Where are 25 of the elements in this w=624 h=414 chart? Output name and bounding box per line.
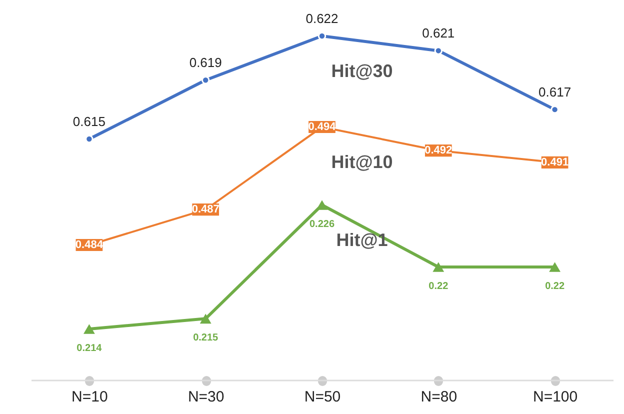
data-label: 0.22 — [545, 281, 565, 292]
series-label: Hit@1 — [336, 230, 388, 250]
series-label: Hit@30 — [331, 61, 393, 81]
x-tick-label: N=50 — [304, 388, 341, 406]
data-label: 0.492 — [424, 144, 452, 157]
x-tick-label: N=100 — [532, 388, 578, 406]
x-tick-label: N=30 — [188, 388, 224, 406]
point — [432, 262, 444, 272]
x-tick-label: N=80 — [420, 388, 458, 406]
data-label: 0.215 — [193, 332, 219, 344]
point — [84, 324, 95, 334]
data-label: 0.214 — [76, 343, 102, 354]
data-label: 0.619 — [189, 55, 222, 70]
point — [549, 262, 560, 272]
data-label: 0.622 — [306, 11, 338, 26]
point — [200, 314, 212, 324]
data-label: 0.615 — [72, 114, 106, 129]
data-label: 0.617 — [538, 84, 572, 100]
data-label: 0.22 — [428, 281, 449, 292]
point — [316, 200, 328, 210]
x-tick-label: N=10 — [72, 388, 108, 406]
data-label: 0.487 — [192, 204, 220, 216]
data-label: 0.226 — [309, 219, 335, 230]
data-label: 0.621 — [422, 26, 455, 41]
legend-label: Hit@10 — [331, 152, 393, 172]
